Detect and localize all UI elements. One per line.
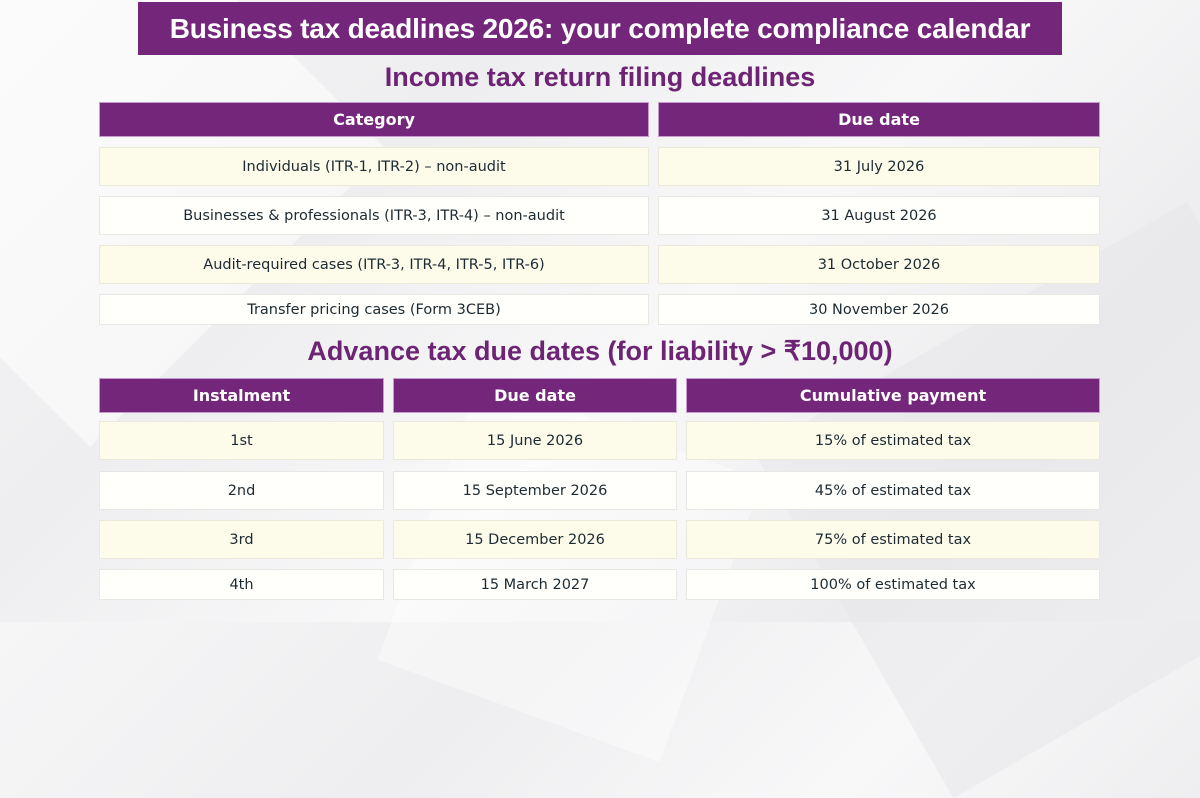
table-cell-instalment: 4th xyxy=(99,569,384,600)
table-cell-category: Transfer pricing cases (Form 3CEB) xyxy=(99,294,649,325)
table-cell-due-date: 15 March 2027 xyxy=(393,569,677,600)
table-cell-instalment: 2nd xyxy=(99,471,384,510)
table-cell-cumulative-payment: 45% of estimated tax xyxy=(686,471,1100,510)
column-header-instalment: Instalment xyxy=(99,378,384,413)
table-cell-category: Audit-required cases (ITR-3, ITR-4, ITR-… xyxy=(99,245,649,284)
column-header-cumulative-payment: Cumulative payment xyxy=(686,378,1100,413)
table-cell-due-date: 15 December 2026 xyxy=(393,520,677,559)
table-cell-due-date: 15 September 2026 xyxy=(393,471,677,510)
table-cell-due-date: 31 August 2026 xyxy=(658,196,1100,235)
table-cell-due-date: 31 July 2026 xyxy=(658,147,1100,186)
table-cell-cumulative-payment: 15% of estimated tax xyxy=(686,421,1100,460)
table-cell-due-date: 31 October 2026 xyxy=(658,245,1100,284)
table-cell-category: Individuals (ITR-1, ITR-2) – non-audit xyxy=(99,147,649,186)
table-cell-due-date: 15 June 2026 xyxy=(393,421,677,460)
table-cell-instalment: 3rd xyxy=(99,520,384,559)
advance-tax-heading: Advance tax due dates (for liability > ₹… xyxy=(307,336,893,366)
table-cell-instalment: 1st xyxy=(99,421,384,460)
column-header-due-date: Due date xyxy=(393,378,677,413)
income-tax-heading: Income tax return filing deadlines xyxy=(384,62,816,92)
table-cell-due-date: 30 November 2026 xyxy=(658,294,1100,325)
page-title: Business tax deadlines 2026: your comple… xyxy=(138,2,1062,55)
column-header-due-date: Due date xyxy=(658,102,1100,137)
column-header-category: Category xyxy=(99,102,649,137)
table-cell-category: Businesses & professionals (ITR-3, ITR-4… xyxy=(99,196,649,235)
table-cell-cumulative-payment: 100% of estimated tax xyxy=(686,569,1100,600)
table-cell-cumulative-payment: 75% of estimated tax xyxy=(686,520,1100,559)
